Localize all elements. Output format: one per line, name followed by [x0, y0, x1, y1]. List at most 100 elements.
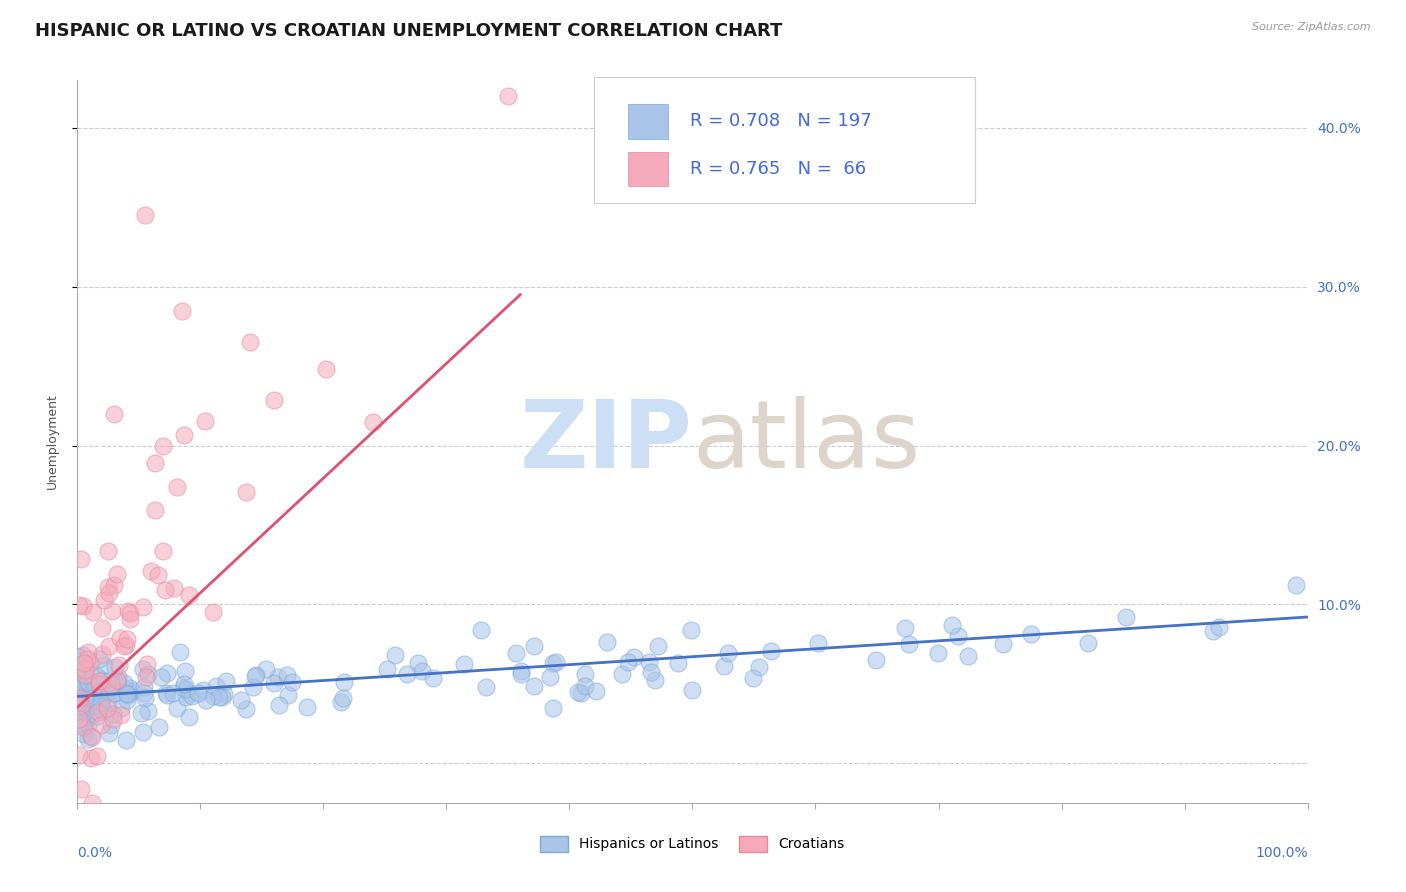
Point: [475, 680, 498, 694]
Point: [76, 676, 98, 690]
Point: [717, 646, 740, 660]
Point: [644, 673, 666, 687]
Point: [67, 679, 90, 693]
Point: [76, 674, 98, 689]
Point: [97, 725, 120, 739]
Point: [166, 701, 188, 715]
Point: [118, 606, 141, 620]
Point: [87, 684, 110, 698]
Point: [174, 665, 197, 679]
Point: [155, 583, 177, 598]
Point: [315, 361, 337, 376]
Legend: Hispanics or Latinos, Croatians: Hispanics or Latinos, Croatians: [534, 830, 851, 857]
Point: [496, 89, 519, 103]
Point: [170, 303, 193, 318]
Point: [90, 673, 112, 688]
Text: R = 0.708   N = 197: R = 0.708 N = 197: [690, 112, 872, 130]
Point: [110, 708, 132, 723]
Point: [169, 645, 191, 659]
Point: [83, 679, 105, 693]
Point: [122, 684, 145, 698]
Point: [69, 712, 91, 726]
Point: [104, 660, 127, 674]
Point: [254, 663, 277, 677]
Point: [177, 710, 200, 724]
Point: [72, 720, 94, 734]
Point: [66, 702, 89, 716]
Point: [134, 680, 156, 694]
Point: [75, 682, 97, 697]
Point: [136, 657, 159, 671]
Point: [612, 666, 634, 681]
Point: [267, 698, 290, 712]
FancyBboxPatch shape: [595, 77, 976, 203]
Point: [66, 684, 89, 698]
Point: [80, 676, 103, 690]
Point: [194, 414, 217, 428]
Point: [148, 720, 170, 734]
Point: [163, 581, 186, 595]
Point: [172, 681, 194, 695]
Point: [623, 649, 645, 664]
Point: [79, 729, 101, 743]
Point: [70, 676, 93, 690]
Point: [263, 393, 285, 408]
Point: [177, 588, 200, 602]
Point: [149, 669, 172, 683]
Point: [277, 689, 299, 703]
Point: [73, 705, 96, 719]
Point: [66, 668, 89, 682]
Point: [117, 688, 139, 702]
Point: [89, 677, 111, 691]
Point: [897, 637, 920, 651]
Point: [103, 686, 125, 700]
Point: [211, 690, 233, 704]
Point: [97, 695, 120, 709]
Point: [103, 706, 125, 721]
Point: [108, 631, 131, 645]
Point: [681, 683, 703, 698]
Point: [617, 655, 640, 669]
Point: [134, 208, 156, 222]
Point: [1115, 610, 1137, 624]
Point: [242, 680, 264, 694]
Point: [69, 701, 91, 715]
Point: [267, 670, 290, 684]
Point: [239, 335, 262, 350]
Point: [173, 427, 195, 442]
Text: ZIP: ZIP: [520, 395, 693, 488]
Point: [510, 666, 533, 681]
Point: [134, 686, 156, 700]
Point: [79, 666, 101, 681]
Text: HISPANIC OR LATINO VS CROATIAN UNEMPLOYMENT CORRELATION CHART: HISPANIC OR LATINO VS CROATIAN UNEMPLOYM…: [35, 22, 783, 40]
Point: [69, 552, 91, 566]
Point: [567, 685, 589, 699]
Point: [87, 705, 110, 719]
Text: R = 0.765   N =  66: R = 0.765 N = 66: [690, 161, 866, 178]
Point: [453, 657, 475, 672]
Point: [333, 675, 356, 690]
Point: [67, 706, 90, 721]
Point: [647, 640, 669, 654]
Point: [1285, 578, 1308, 592]
Point: [585, 683, 607, 698]
Point: [89, 699, 111, 714]
Point: [713, 659, 735, 673]
Point: [332, 691, 354, 706]
Point: [596, 635, 619, 649]
Point: [79, 695, 101, 709]
Point: [173, 677, 195, 691]
Point: [105, 674, 128, 689]
Point: [117, 604, 139, 618]
Point: [69, 706, 91, 720]
Point: [201, 689, 224, 703]
Point: [105, 674, 128, 689]
Point: [112, 676, 135, 690]
Point: [86, 695, 108, 709]
Point: [177, 687, 200, 701]
Point: [77, 731, 100, 746]
Point: [90, 695, 112, 709]
Point: [107, 670, 129, 684]
Point: [134, 691, 156, 706]
Point: [187, 686, 209, 700]
